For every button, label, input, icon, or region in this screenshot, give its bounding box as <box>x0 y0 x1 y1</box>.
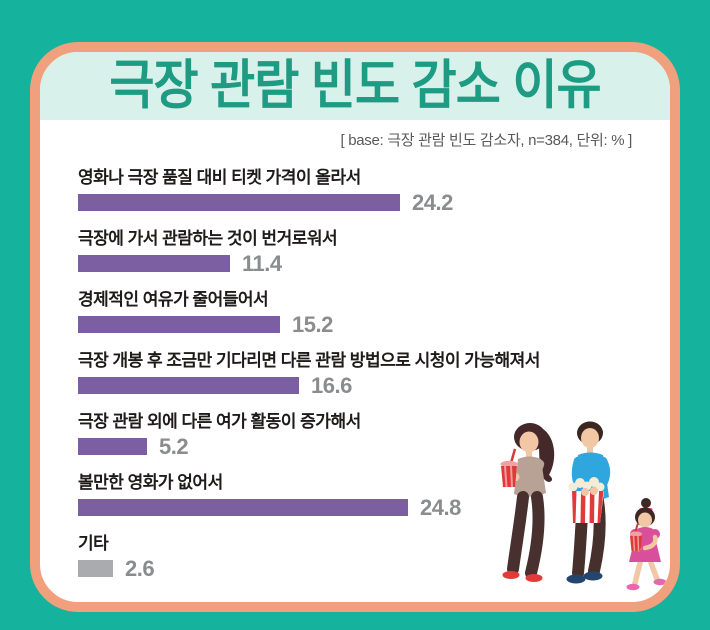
bar-label: 기타 <box>78 534 109 553</box>
chart-row: 기타 2.6 <box>78 532 670 581</box>
chart-row: 경제적인 여유가 줄어들어서 15.2 <box>78 288 670 337</box>
woman-shoe <box>525 574 543 582</box>
bar-line: 16.6 <box>78 372 670 398</box>
person-man <box>566 421 611 584</box>
bar-line: 24.2 <box>78 189 670 215</box>
family-popcorn-illustration <box>500 421 667 591</box>
bar-value: 11.4 <box>242 250 282 276</box>
bar-value: 24.8 <box>420 494 461 520</box>
person-girl <box>626 498 667 591</box>
bar-value: 5.2 <box>159 433 189 459</box>
bar-label: 극장에 가서 관람하는 것이 번거로워서 <box>78 229 338 248</box>
bar <box>78 194 400 211</box>
bar-label: 극장 관람 외에 다른 여가 활동이 증가해서 <box>78 412 361 431</box>
bar <box>78 316 280 333</box>
bar-chart: 영화나 극장 품질 대비 티켓 가격이 올라서 24.2 극장에 가서 관람하는… <box>40 151 670 581</box>
chart-row: 영화나 극장 품질 대비 티켓 가격이 올라서 24.2 <box>78 166 670 215</box>
girl-shoe <box>626 583 640 591</box>
bar <box>78 255 230 272</box>
chart-row: 극장 관람 외에 다른 여가 활동이 증가해서 5.2 <box>78 410 670 459</box>
popcorn-box <box>568 477 605 523</box>
bar-line: 24.8 <box>78 494 670 520</box>
chart-row: 극장에 가서 관람하는 것이 번거로워서 11.4 <box>78 227 670 276</box>
bar-line: 15.2 <box>78 311 670 337</box>
bar-label: 극장 개봉 후 조금만 기다리면 다른 관람 방법으로 시청이 가능해져서 <box>78 351 540 370</box>
bar-value: 16.6 <box>311 372 352 398</box>
person-woman <box>500 423 555 582</box>
card-header: 극장 관람 빈도 감소 이유 <box>40 52 670 120</box>
bar-value: 24.2 <box>412 189 453 215</box>
bar-label: 경제적인 여유가 줄어들어서 <box>78 290 269 309</box>
bar-label: 볼만한 영화가 없어서 <box>78 473 223 492</box>
bar-line: 2.6 <box>78 555 670 581</box>
bar-line: 11.4 <box>78 250 670 276</box>
man-shoe <box>566 574 586 584</box>
girl-shoe <box>653 578 667 586</box>
page-title: 극장 관람 빈도 감소 이유 <box>109 56 601 115</box>
base-note: [ base: 극장 관람 빈도 감소자, n=384, 단위: % ] <box>340 132 632 149</box>
soda-cup <box>500 448 518 488</box>
bar-value: 15.2 <box>292 311 333 337</box>
woman-shoe <box>502 571 520 579</box>
soda-cup-small <box>630 522 642 552</box>
bar-label: 영화나 극장 품질 대비 티켓 가격이 올라서 <box>78 168 361 187</box>
bar <box>78 377 299 394</box>
bar <box>78 560 113 577</box>
chart-row: 극장 개봉 후 조금만 기다리면 다른 관람 방법으로 시청이 가능해져서 16… <box>78 349 670 398</box>
bar-line: 5.2 <box>78 433 670 459</box>
man-shoe <box>583 571 603 581</box>
infographic-card: 극장 관람 빈도 감소 이유 [ base: 극장 관람 빈도 감소자, n=3… <box>30 42 680 612</box>
bar <box>78 438 147 455</box>
bar-value: 2.6 <box>125 555 155 581</box>
bar <box>78 499 408 516</box>
chart-row: 볼만한 영화가 없어서 24.8 <box>78 471 670 520</box>
